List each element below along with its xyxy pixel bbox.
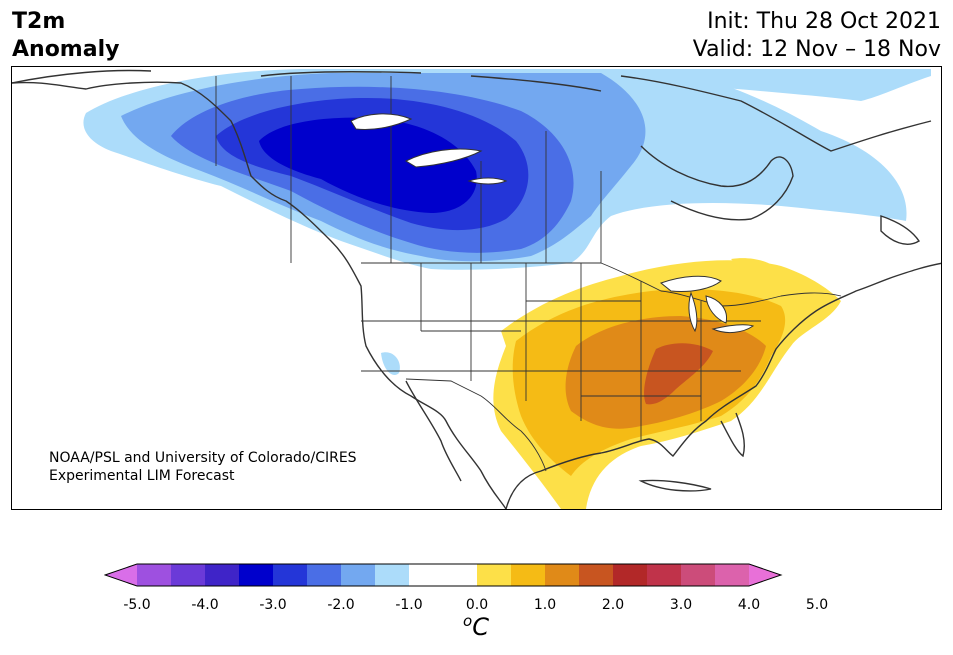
coastlines (12, 69, 941, 509)
valid-date: Valid: 12 Nov – 18 Nov (692, 37, 941, 62)
colorbar-swatch (205, 564, 240, 586)
coastline-west (12, 81, 507, 509)
lake-huron (705, 295, 728, 324)
tick-label-neg-3: -3.0 (259, 597, 287, 613)
warm-anomaly-region (493, 258, 841, 509)
state-lines (361, 263, 761, 441)
great-bear-lake (350, 113, 413, 130)
colorbar-swatch (341, 564, 376, 586)
credit-text: NOAA/PSL and University of Colorado/CIRE… (49, 449, 357, 485)
colorbar-swatch (273, 564, 308, 586)
colorbar-swatch (579, 564, 614, 586)
cold-level-5 (259, 117, 477, 213)
colorbar-extend-high (749, 564, 781, 586)
forecast-dates: Init: Thu 28 Oct 2021 Valid: 12 Nov – 18… (693, 8, 941, 64)
unit-letter: C (472, 613, 489, 641)
tick-label-neg-5: -5.0 (123, 597, 151, 613)
lake-erie (711, 324, 755, 334)
colorbar (104, 563, 783, 587)
unit-degree: o (463, 612, 473, 630)
great-slave-lake (404, 148, 483, 168)
great-lakes (659, 275, 755, 334)
colorbar-swatch (375, 564, 410, 586)
tick-label-4: 4.0 (737, 597, 761, 613)
credit-line-2: Experimental LIM Forecast (49, 468, 235, 484)
credit-line-1: NOAA/PSL and University of Colorado/CIRE… (49, 450, 357, 466)
colorbar-swatch (137, 564, 172, 586)
colorbar-swatch (171, 564, 206, 586)
lake-michigan (688, 291, 698, 333)
warm-level-1-hudson (731, 258, 779, 273)
colorbar-unit: oC (463, 612, 489, 641)
map-title: T2m Anomaly (12, 8, 119, 64)
coastline-florida (720, 412, 745, 458)
tick-label-5: 5.0 (805, 597, 829, 613)
colorbar-swatch (681, 564, 716, 586)
tick-label-neg-1: -1.0 (395, 597, 423, 613)
colorbar-swatch (239, 564, 274, 586)
coastline-cuba (638, 479, 712, 492)
cold-anomaly-region (83, 69, 931, 375)
tick-label-1: 1.0 (533, 597, 557, 613)
coastline-newfoundland (880, 215, 920, 245)
map-panel (11, 66, 942, 510)
colorbar-swatch (647, 564, 682, 586)
province-lines (290, 76, 602, 263)
cold-level-1-southwest (381, 352, 400, 375)
mexico-us-border (405, 378, 547, 472)
lake-superior (659, 275, 722, 292)
tick-label-neg-2: -2.0 (327, 597, 355, 613)
colorbar-extend-low (105, 564, 137, 586)
colorbar-swatch (409, 564, 444, 586)
coastline-baja (405, 380, 462, 482)
colorbar-swatch (715, 564, 750, 586)
title-line-1: T2m (12, 9, 66, 34)
colorbar-outline (104, 563, 783, 587)
arctic-islands (350, 113, 508, 185)
colorbar-swatch (477, 564, 512, 586)
tick-label-3: 3.0 (669, 597, 693, 613)
colorbar-swatch (443, 564, 478, 586)
colorbar-swatches (104, 563, 783, 587)
init-date: Init: Thu 28 Oct 2021 (707, 9, 941, 34)
coastline-arctic (12, 69, 932, 152)
colorbar-swatch (613, 564, 648, 586)
title-line-2: Anomaly (12, 37, 120, 62)
cold-level-1-nw (641, 69, 931, 101)
colorbar-swatch (307, 564, 342, 586)
colorbar-swatch (545, 564, 580, 586)
lake-athabasca (467, 177, 508, 185)
coastline-hudson (640, 145, 794, 221)
tick-label-neg-4: -4.0 (191, 597, 219, 613)
anomaly-map (12, 69, 941, 509)
colorbar-swatch (511, 564, 546, 586)
warm-level-4 (644, 343, 713, 405)
tick-label-0: 0.0 (465, 597, 489, 613)
tick-label-2: 2.0 (601, 597, 625, 613)
coastline-gulf (505, 262, 941, 509)
